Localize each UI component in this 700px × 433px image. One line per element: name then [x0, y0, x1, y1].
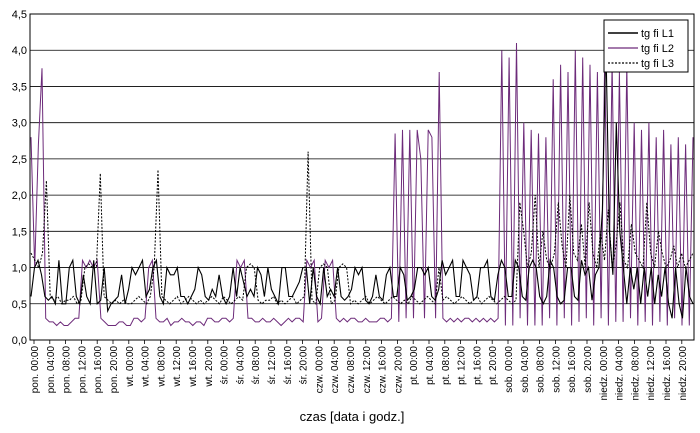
x-tick-label: śr. 04:00: [235, 346, 246, 385]
x-tick-label: czw. 16:00: [378, 346, 389, 394]
y-axis-ticks: 0,0 0,5 1,0 1,5 2,0 2,5 3,0 3,5 4,0 4,5: [12, 9, 27, 347]
y-tick-label: 0,5: [12, 299, 27, 311]
x-tick-label: sob. 04:00: [520, 346, 531, 393]
x-tick-label: pon. 00:00: [30, 346, 41, 394]
x-tick-label: pt. 08:00: [441, 346, 452, 385]
x-tick-label: pt. 00:00: [409, 346, 420, 385]
legend-box: [603, 19, 689, 73]
y-tick-label: 1,5: [12, 226, 27, 238]
x-tick-label: czw. 12:00: [362, 346, 373, 394]
x-tick-label: wt. 12:00: [172, 346, 183, 388]
legend-label-l2: tg fi L2: [641, 43, 674, 55]
x-tick-label: pon. 20:00: [109, 346, 120, 394]
x-tick-label: niedz. 08:00: [630, 346, 641, 401]
y-tick-label: 3,5: [12, 81, 27, 93]
x-tick-label: niedz. 16:00: [662, 346, 673, 401]
x-tick-label: sob. 00:00: [504, 346, 515, 393]
x-axis-ticks: pon. 00:00 pon. 04:00 pon. 08:00 pon. 12:00…: [30, 340, 689, 401]
x-tick-label: pon. 08:00: [62, 346, 73, 394]
x-tick-label: niedz. 00:00: [599, 346, 610, 401]
x-tick-label: śr. 00:00: [220, 346, 231, 385]
x-tick-label: czw. 00:00: [314, 346, 325, 394]
legend: tg fi L1 tg fi L2 tg fi L3: [603, 19, 689, 73]
x-tick-label: pon. 04:00: [46, 346, 57, 394]
legend-label-l3: tg fi L3: [641, 58, 674, 70]
x-tick-label: sob. 20:00: [583, 346, 594, 393]
x-tick-label: niedz. 20:00: [678, 346, 689, 401]
x-tick-label: śr. 08:00: [251, 346, 262, 385]
x-tick-label: śr. 20:00: [299, 346, 310, 385]
x-tick-label: czw. 04:00: [330, 346, 341, 394]
x-tick-label: wt. 16:00: [188, 346, 199, 388]
y-tick-label: 4,0: [12, 45, 27, 57]
plot-border: [29, 13, 695, 341]
x-tick-label: sob. 16:00: [567, 346, 578, 393]
x-tick-label: niedz. 04:00: [615, 346, 626, 401]
x-tick-label: wt. 00:00: [125, 346, 136, 388]
series-lines: [30, 42, 694, 327]
y-tick-label: 3,0: [12, 118, 27, 130]
x-tick-label: pt. 04:00: [425, 346, 436, 385]
x-tick-label: śr. 16:00: [283, 346, 294, 385]
y-tick-label: 2,0: [12, 190, 27, 202]
x-tick-label: czw. 20:00: [393, 346, 404, 394]
x-tick-label: pt. 20:00: [488, 346, 499, 385]
series-line-tg-fi-l2: [30, 42, 694, 327]
x-tick-label: sob. 12:00: [551, 346, 562, 393]
x-tick-label: niedz. 12:00: [646, 346, 657, 401]
x-tick-label: sob. 08:00: [536, 346, 547, 393]
y-tick-label: 0,0: [12, 335, 27, 347]
x-axis-title: czas [data i godz.]: [300, 409, 405, 424]
x-tick-label: wt. 08:00: [156, 346, 167, 388]
x-tick-label: śr. 12:00: [267, 346, 278, 385]
series-line-tg-fi-l3: [30, 151, 694, 305]
x-tick-label: wt. 20:00: [204, 346, 215, 388]
x-tick-label: pt. 12:00: [457, 346, 468, 385]
x-tick-label: pon. 16:00: [93, 346, 104, 394]
y-tick-label: 4,5: [12, 9, 27, 21]
y-tick-label: 2,5: [12, 154, 27, 166]
legend-label-l1: tg fi L1: [641, 28, 674, 40]
x-tick-label: pon. 12:00: [77, 346, 88, 394]
x-tick-label: pt. 16:00: [472, 346, 483, 385]
x-tick-label: wt. 04:00: [141, 346, 152, 388]
series-line-tg-fi-l1: [30, 42, 694, 319]
x-tick-label: czw. 08:00: [346, 346, 357, 394]
y-tick-label: 1,0: [12, 263, 27, 275]
